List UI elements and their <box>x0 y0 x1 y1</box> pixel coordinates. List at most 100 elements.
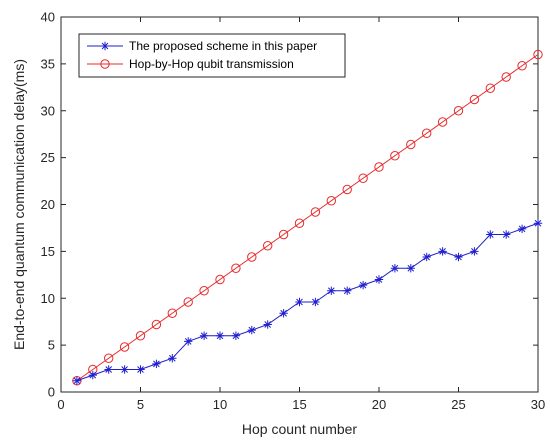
data-point-circle <box>437 117 448 127</box>
data-point-circle <box>453 106 464 116</box>
data-point-asterisk <box>199 331 209 340</box>
data-point-asterisk <box>184 337 193 346</box>
plot-area <box>60 16 539 393</box>
data-point-asterisk <box>406 264 415 273</box>
data-point-circle <box>247 252 257 262</box>
data-point-circle <box>310 207 321 217</box>
asterisk-stroke <box>168 354 176 362</box>
data-point-asterisk <box>263 320 272 329</box>
asterisk-stroke <box>121 366 128 373</box>
data-point-asterisk <box>231 331 241 340</box>
asterisk-stroke <box>407 264 415 272</box>
data-point-circle <box>199 286 209 296</box>
asterisk-stroke <box>312 298 319 306</box>
x-tick-label: 25 <box>451 397 465 412</box>
data-point-circle <box>358 173 368 183</box>
data-point-circle <box>406 139 416 150</box>
data-point-circle <box>326 196 336 206</box>
data-point-asterisk <box>215 331 225 340</box>
series-line <box>76 54 539 382</box>
data-point-circle <box>119 342 130 352</box>
x-tick-label: 30 <box>531 397 545 412</box>
asterisk-stroke <box>200 332 208 340</box>
data-point-circle <box>469 94 480 105</box>
asterisk-stroke <box>73 377 81 385</box>
legend: The proposed scheme in this paper Hop-by-… <box>78 33 346 78</box>
asterisk-stroke <box>232 332 240 340</box>
series-layer <box>72 49 543 386</box>
data-point-asterisk <box>279 309 288 318</box>
y-tick-label: 10 <box>41 291 55 306</box>
data-point-asterisk <box>422 252 431 262</box>
data-point-circle <box>151 319 162 330</box>
y-tick-label: 25 <box>41 150 55 165</box>
data-point-circle <box>342 184 352 195</box>
data-point-asterisk <box>295 297 304 307</box>
data-point-circle <box>374 162 384 172</box>
data-point-asterisk <box>100 41 110 51</box>
asterisk-stroke <box>216 332 224 340</box>
data-point-circle <box>167 308 178 318</box>
asterisk-stroke <box>264 321 272 328</box>
data-point-circle <box>263 241 273 251</box>
data-point-circle <box>215 274 225 285</box>
data-point-circle <box>485 83 495 93</box>
asterisk-stroke <box>502 231 510 238</box>
data-point-asterisk <box>374 275 384 284</box>
asterisk-stroke <box>296 298 303 306</box>
data-point-circle <box>183 297 193 307</box>
y-tick-label: 5 <box>48 338 55 353</box>
data-point-asterisk <box>88 370 97 380</box>
data-point-circle <box>278 229 289 240</box>
data-point-asterisk <box>168 354 177 363</box>
asterisk-stroke <box>327 287 335 295</box>
data-point-asterisk <box>247 325 256 335</box>
series-line <box>76 222 539 382</box>
data-point-asterisk <box>517 224 527 234</box>
asterisk-stroke <box>455 253 462 261</box>
asterisk-stroke <box>534 219 542 227</box>
asterisk-stroke <box>518 225 526 233</box>
x-tick-label: 5 <box>137 397 144 412</box>
asterisk-stroke <box>423 253 431 261</box>
data-point-circle <box>533 49 543 60</box>
legend-box <box>78 33 346 78</box>
asterisk-stroke <box>471 248 478 255</box>
data-point-circle <box>517 61 527 71</box>
data-point-circle <box>104 353 114 363</box>
y-tick-label: 15 <box>41 244 55 259</box>
data-point-asterisk <box>454 252 463 262</box>
asterisk-stroke <box>184 338 192 345</box>
asterisk-stroke <box>280 309 287 317</box>
data-point-asterisk <box>327 286 336 295</box>
asterisk-stroke <box>153 360 160 368</box>
y-axis-label: End-to-end quantum communication delay(m… <box>11 59 27 350</box>
data-point-asterisk <box>104 365 113 374</box>
y-tick-label: 0 <box>48 385 55 400</box>
data-point-circle <box>390 151 400 161</box>
data-point-circle <box>100 59 110 69</box>
data-point-asterisk <box>358 280 368 290</box>
data-point-asterisk <box>390 264 400 273</box>
data-point-circle <box>501 72 511 82</box>
asterisk-stroke <box>439 248 446 255</box>
asterisk-stroke <box>248 326 256 334</box>
x-tick-label: 15 <box>292 397 306 412</box>
data-point-asterisk <box>502 230 511 239</box>
asterisk-stroke <box>391 264 399 272</box>
x-tick-label: 0 <box>57 397 64 412</box>
data-point-asterisk <box>136 365 145 374</box>
data-point-asterisk <box>486 230 495 239</box>
series-1 <box>72 49 543 386</box>
series-0 <box>72 219 543 385</box>
x-tick-label: 10 <box>213 397 227 412</box>
data-point-asterisk <box>343 286 352 295</box>
data-point-asterisk <box>438 247 447 256</box>
data-point-circle <box>231 263 241 273</box>
x-axis-label: Hop count number <box>242 421 358 437</box>
asterisk-stroke <box>101 42 109 50</box>
asterisk-stroke <box>105 366 113 373</box>
data-point-asterisk <box>470 247 479 256</box>
legend-label: Hop-by-Hop qubit transmission <box>129 57 294 71</box>
